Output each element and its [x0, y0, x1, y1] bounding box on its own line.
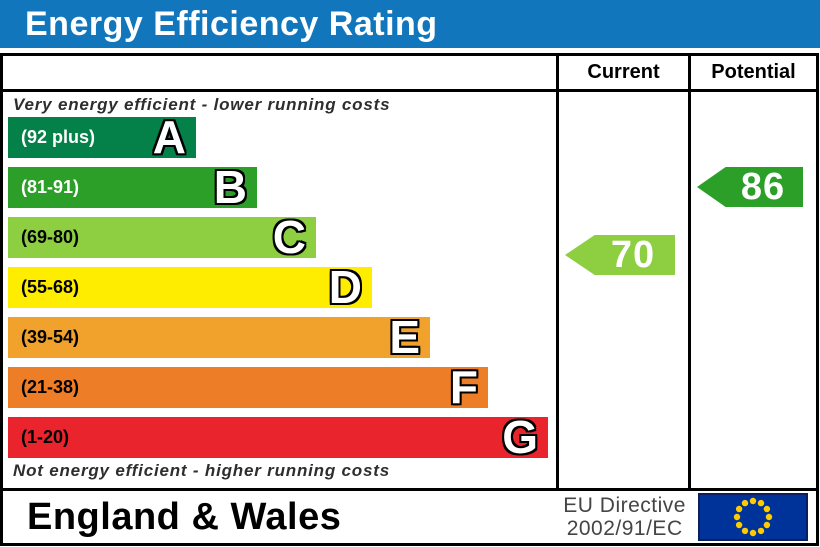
eu-flag-icon	[698, 493, 808, 541]
rating-band-f: (21-38) F	[8, 361, 488, 413]
header-spacer	[3, 56, 556, 89]
column-header-potential: Potential	[688, 56, 816, 89]
rating-band-e: (39-54) E	[8, 311, 430, 363]
rating-band-c: (69-80) C	[8, 211, 316, 263]
column-divider-current	[556, 92, 559, 488]
band-range: (21-38)	[21, 377, 80, 397]
eu-directive-line1: EU Directive	[563, 494, 686, 517]
table-header-row: Current Potential	[3, 56, 816, 92]
band-letter: E	[389, 311, 420, 363]
column-divider-potential	[688, 92, 691, 488]
rating-band-b: (81-91) B	[8, 161, 257, 213]
rating-band-g: (1-20) G	[8, 411, 548, 463]
potential-rating-arrow: 86	[697, 167, 803, 207]
band-range: (92 plus)	[21, 127, 96, 147]
band-letter: F	[449, 361, 478, 413]
eu-directive-line2: 2002/91/EC	[566, 517, 683, 540]
band-letter: C	[272, 211, 306, 263]
rating-table: Current Potential Very energy efficient …	[0, 53, 819, 546]
top-note: Very energy efficient - lower running co…	[13, 95, 391, 114]
band-letter: A	[152, 111, 186, 163]
potential-rating-value: 86	[740, 165, 786, 208]
table-footer: England & Wales EU Directive 2002/91/EC	[3, 491, 816, 543]
region-label: England & Wales	[27, 495, 342, 538]
band-range: (55-68)	[21, 277, 80, 297]
band-letter: D	[328, 261, 362, 313]
current-rating-arrow: 70	[565, 235, 675, 275]
chart-title: Energy Efficiency Rating	[25, 5, 438, 43]
band-range: (39-54)	[21, 327, 80, 347]
eu-directive-label: EU Directive 2002/91/EC	[563, 494, 686, 540]
bottom-note: Not energy efficient - higher running co…	[13, 461, 390, 480]
band-range: (1-20)	[21, 427, 70, 447]
current-rating-value: 70	[610, 233, 656, 276]
rating-body: Very energy efficient - lower running co…	[3, 92, 816, 491]
band-range: (69-80)	[21, 227, 80, 247]
rating-band-a: (92 plus) A	[8, 111, 196, 163]
band-letter: G	[502, 411, 538, 463]
band-range: (81-91)	[21, 177, 80, 197]
rating-band-d: (55-68) D	[8, 261, 372, 313]
chart-title-bar: Energy Efficiency Rating	[0, 0, 820, 48]
band-letter: B	[213, 161, 247, 213]
column-header-current: Current	[556, 56, 688, 89]
